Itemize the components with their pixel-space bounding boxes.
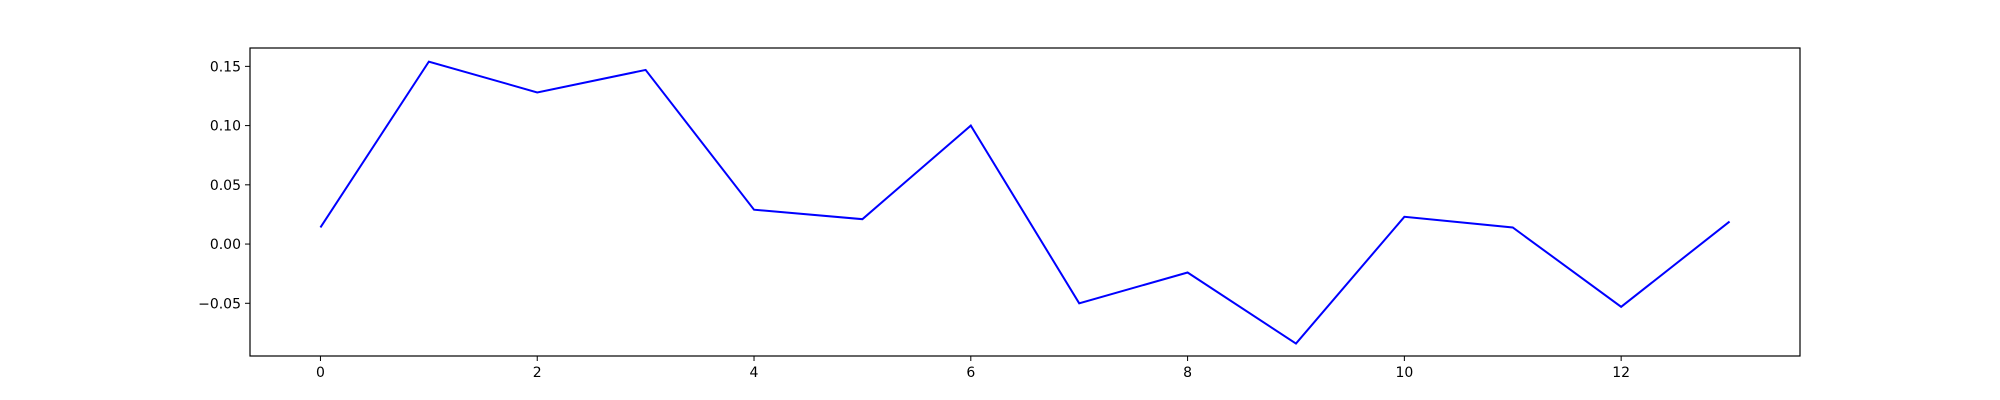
y-axis: 0.15 0.10 0.05 0.00 −0.05	[198, 59, 250, 312]
y-tick-label: 0.05	[210, 178, 241, 194]
x-tick-label: 4	[750, 365, 759, 381]
y-tick-label: 0.10	[210, 119, 241, 135]
x-tick-label: 12	[1612, 365, 1630, 381]
x-axis: 0 2 4 6 8 10 12	[316, 356, 1630, 381]
y-tick-label: −0.05	[198, 296, 241, 312]
x-tick-label: 10	[1395, 365, 1413, 381]
y-tick-label: 0.15	[210, 59, 241, 75]
plot-frame	[249, 47, 1801, 357]
plot-layer	[319, 60, 1731, 345]
x-tick-label: 6	[966, 365, 975, 381]
x-tick-label: 2	[533, 365, 542, 381]
series-line-0	[319, 60, 1731, 345]
x-tick-label: 8	[1183, 365, 1192, 381]
y-tick-label: 0.00	[210, 237, 241, 253]
x-tick-label: 0	[316, 365, 325, 381]
